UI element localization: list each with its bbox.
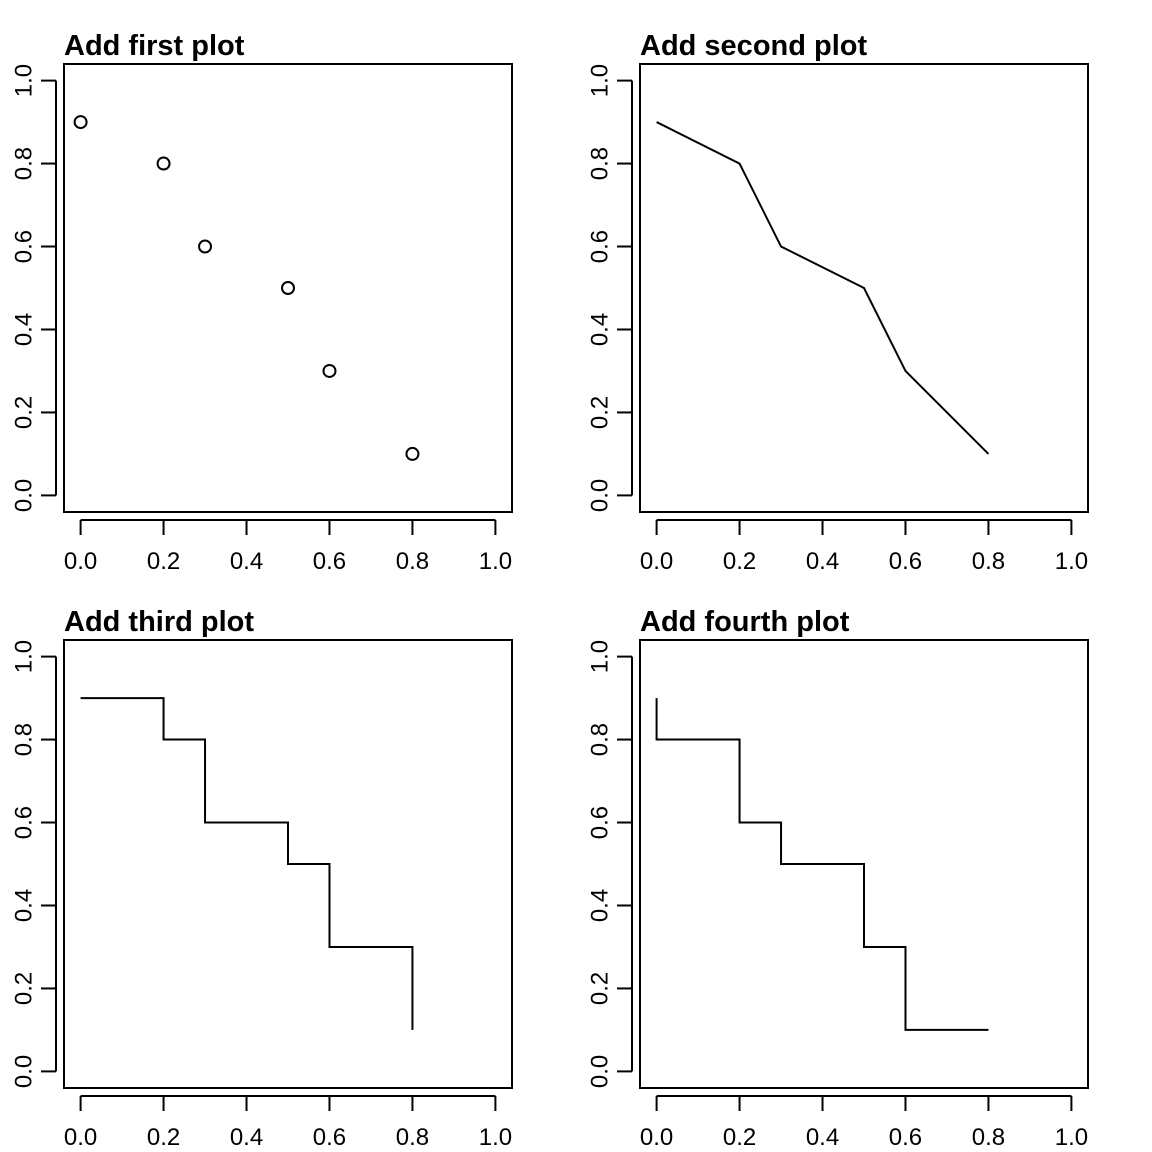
y-tick-label: 0.4 [11, 889, 38, 922]
y-tick-label: 0.8 [587, 723, 614, 756]
chart-panel-1: Add first plot 0.0 0.2 0.4 0.6 0.8 1.0 0.0 0.2 0.… [11, 30, 513, 575]
chart-title: Add fourth plot [640, 606, 850, 638]
x-tick-label: 0.8 [396, 1124, 429, 1151]
series-line [80, 697, 414, 1030]
series-line [656, 121, 990, 455]
x-tick-label: 0.2 [723, 548, 756, 575]
x-tick-label: 0.6 [889, 548, 922, 575]
y-tick-label: 0.2 [587, 396, 614, 429]
x-tick-label: 0.4 [806, 548, 839, 575]
series-line [655, 698, 989, 1031]
y-tick-label: 0.2 [587, 972, 614, 1005]
plot-frame [639, 639, 1089, 1089]
data-point [156, 156, 171, 171]
x-tick-label: 1.0 [1055, 1124, 1088, 1151]
x-tick-label: 0.8 [972, 548, 1005, 575]
chart-title: Add third plot [64, 606, 254, 638]
y-tick-label: 1.0 [11, 64, 38, 97]
x-tick-label: 1.0 [479, 1124, 512, 1151]
x-tick-label: 0.0 [640, 548, 673, 575]
x-tick-label: 0.6 [889, 1124, 922, 1151]
x-tick-label: 0.0 [64, 548, 97, 575]
y-tick-label: 0.0 [11, 1055, 38, 1088]
y-tick-label: 1.0 [587, 640, 614, 673]
y-tick-label: 0.0 [587, 479, 614, 512]
x-tick-label: 0.0 [640, 1124, 673, 1151]
x-tick-label: 0.2 [723, 1124, 756, 1151]
plot-frame [639, 63, 1089, 513]
y-tick-label: 0.0 [11, 479, 38, 512]
data-point [405, 446, 420, 461]
y-tick-label: 0.6 [587, 806, 614, 839]
x-tick-label: 0.8 [972, 1124, 1005, 1151]
x-tick-label: 0.6 [313, 548, 346, 575]
x-tick-label: 1.0 [479, 548, 512, 575]
x-tick-label: 0.6 [313, 1124, 346, 1151]
y-tick-label: 0.6 [587, 230, 614, 263]
x-tick-label: 1.0 [1055, 548, 1088, 575]
data-point [198, 239, 213, 254]
x-tick-label: 0.2 [147, 1124, 180, 1151]
y-tick-label: 0.0 [587, 1055, 614, 1088]
chart-panel-4: Add fourth plot 0.0 0.2 0.4 0.6 0.8 1.0 0.0 0.2 0… [587, 606, 1089, 1151]
y-tick-label: 1.0 [587, 64, 614, 97]
plot-frame [63, 63, 513, 513]
y-tick-label: 0.4 [587, 313, 614, 346]
chart-panel-3: Add third plot 0.0 0.2 0.4 0.6 0.8 1.0 0.0 0.2 0.… [11, 606, 513, 1151]
data-point [322, 363, 337, 378]
x-tick-label: 0.4 [806, 1124, 839, 1151]
x-tick-label: 0.4 [230, 1124, 263, 1151]
x-tick-label: 0.8 [396, 548, 429, 575]
y-tick-label: 0.2 [11, 396, 38, 429]
data-point [281, 281, 295, 295]
x-tick-label: 0.2 [147, 548, 180, 575]
x-tick-label: 0.4 [230, 548, 263, 575]
y-tick-label: 0.8 [11, 147, 38, 180]
data-point [73, 115, 88, 130]
y-tick-label: 1.0 [11, 640, 38, 673]
y-tick-label: 0.4 [587, 889, 614, 922]
chart-title: Add second plot [640, 30, 868, 62]
chart-panel-2: Add second plot 0.0 0.2 0.4 0.6 0.8 1.0 0.0 0.2 0… [587, 30, 1089, 575]
y-tick-label: 0.4 [11, 313, 38, 346]
chart-title: Add first plot [64, 30, 245, 62]
y-tick-label: 0.8 [587, 147, 614, 180]
y-tick-label: 0.2 [11, 972, 38, 1005]
x-tick-label: 0.0 [64, 1124, 97, 1151]
y-tick-label: 0.6 [11, 230, 38, 263]
y-tick-label: 0.8 [11, 723, 38, 756]
y-tick-label: 0.6 [11, 806, 38, 839]
plot-frame [63, 639, 513, 1089]
